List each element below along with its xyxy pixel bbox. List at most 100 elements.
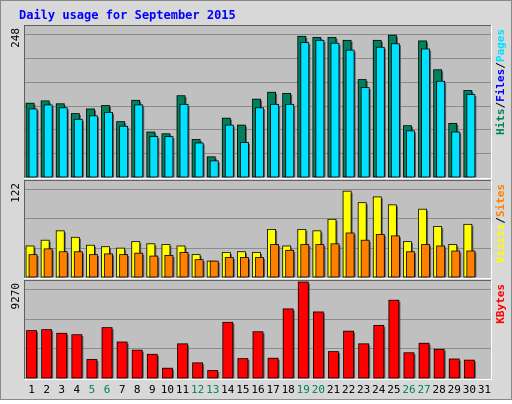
x-tick-label-day-25: 25: [387, 383, 400, 396]
bar-kbytes-day-13: [207, 370, 219, 379]
x-tick-label-day-26: 26: [402, 383, 415, 396]
x-tick-label-day-8: 8: [134, 383, 141, 396]
bar-sites-day-4: [73, 251, 83, 278]
panel-visitors-max-label: 122: [9, 183, 22, 203]
x-tick-label-day-22: 22: [342, 383, 355, 396]
x-tick-label-day-10: 10: [161, 383, 174, 396]
bar-sites-day-14: [224, 257, 234, 278]
x-tick-label-day-7: 7: [119, 383, 126, 396]
bar-files-day-11: [179, 103, 189, 178]
bar-files-day-6: [104, 112, 113, 178]
bar-sites-day-13: [209, 260, 219, 278]
x-tick-label-day-14: 14: [221, 383, 235, 396]
x-tick-label-day-5: 5: [89, 383, 96, 396]
bar-files-day-25: [390, 43, 400, 178]
x-tick-label-day-31: 31: [478, 383, 491, 396]
x-tick-label-day-13: 13: [206, 383, 219, 396]
legend-entry-: /: [494, 62, 507, 69]
bar-kbytes-day-24: [373, 324, 385, 379]
bar-kbytes-day-3: [56, 332, 68, 379]
bar-kbytes-day-26: [403, 352, 415, 379]
bar-files-day-18: [285, 103, 295, 178]
bar-files-day-17: [270, 103, 279, 178]
x-tick-label-day-6: 6: [104, 383, 111, 396]
bar-sites-day-18: [285, 249, 295, 278]
bar-sites-day-11: [179, 252, 189, 278]
bar-kbytes-day-30: [463, 359, 475, 379]
x-tick-label-day-28: 28: [433, 383, 446, 396]
bar-sites-day-12: [194, 259, 204, 278]
x-tick-label-day-9: 9: [149, 383, 156, 396]
legend-entry-visits: Visits: [494, 224, 507, 264]
legend-entry-pages: Pages: [494, 29, 507, 62]
bar-sites-day-22: [345, 232, 355, 278]
x-tick-label-day-29: 29: [448, 383, 461, 396]
bar-kbytes-day-10: [162, 367, 173, 379]
panel-usage-legend: Hits/Files/Pages: [494, 29, 507, 135]
panel-visitors: 122 Visits/Sites: [9, 180, 507, 279]
x-tick-label-day-20: 20: [312, 383, 325, 396]
x-tick-label-day-19: 19: [297, 383, 310, 396]
bar-files-day-10: [164, 136, 174, 178]
bar-sites-day-1: [28, 254, 38, 278]
bar-kbytes-day-22: [343, 330, 354, 379]
bar-sites-day-19: [300, 244, 310, 278]
bar-kbytes-day-11: [177, 343, 188, 379]
bar-kbytes-day-25: [388, 299, 400, 379]
series-sites: [28, 232, 477, 278]
bar-files-day-9: [149, 136, 159, 178]
bar-kbytes-day-27: [418, 342, 430, 379]
bar-kbytes-day-23: [358, 343, 370, 379]
bar-kbytes-day-8: [131, 349, 143, 379]
x-tick-label-day-30: 30: [463, 383, 476, 396]
bar-files-day-29: [451, 131, 461, 178]
bar-kbytes-day-17: [267, 357, 279, 379]
panel-usage-max-label: 248: [9, 28, 22, 48]
bar-kbytes-day-19: [297, 281, 309, 379]
bar-kbytes-day-18: [282, 308, 294, 379]
bar-sites-day-17: [270, 244, 279, 278]
x-tick-label-day-17: 17: [266, 383, 279, 396]
bar-kbytes-day-28: [433, 348, 445, 379]
panel-traffic: 9270 KBytes: [9, 280, 507, 380]
bar-files-day-15: [240, 142, 249, 178]
x-tick-label-day-16: 16: [251, 383, 264, 396]
bar-files-day-2: [43, 104, 53, 178]
bar-sites-day-9: [149, 255, 159, 278]
series-files: [28, 39, 477, 178]
bar-sites-day-25: [390, 235, 400, 278]
bar-files-day-13: [209, 160, 219, 178]
bar-files-day-3: [58, 107, 68, 178]
bar-files-day-5: [89, 115, 98, 178]
bar-kbytes-day-12: [192, 362, 204, 379]
bar-kbytes-day-29: [448, 358, 460, 379]
bar-kbytes-day-2: [41, 329, 53, 379]
bar-files-day-22: [345, 49, 355, 178]
legend-entry-sites: Sites: [494, 184, 507, 217]
bar-files-day-23: [360, 87, 370, 178]
bar-kbytes-day-7: [116, 341, 128, 379]
bar-files-day-21: [330, 42, 340, 178]
x-tick-label-day-21: 21: [327, 383, 340, 396]
x-tick-label-day-23: 23: [357, 383, 370, 396]
x-tick-label-day-24: 24: [372, 383, 386, 396]
x-tick-label-day-11: 11: [176, 383, 189, 396]
bar-files-day-27: [421, 48, 430, 178]
bar-sites-day-30: [466, 250, 476, 278]
x-tick-label-day-15: 15: [236, 383, 249, 396]
bar-kbytes-day-9: [146, 353, 158, 379]
legend-entry-: /: [494, 102, 507, 109]
bar-sites-day-8: [134, 252, 144, 278]
bar-sites-day-29: [451, 250, 461, 278]
x-tick-label-day-27: 27: [417, 383, 430, 396]
bar-files-day-7: [119, 125, 129, 178]
bar-sites-day-26: [406, 251, 415, 278]
bar-sites-day-3: [58, 251, 68, 278]
bar-kbytes-day-5: [86, 359, 98, 379]
bar-sites-day-20: [315, 244, 325, 278]
bar-sites-day-6: [104, 253, 113, 278]
bar-files-day-8: [134, 104, 144, 178]
legend-entry-hits: Hits: [494, 109, 507, 136]
panel-usage: 248 Hits/Files/Pages: [9, 25, 507, 179]
